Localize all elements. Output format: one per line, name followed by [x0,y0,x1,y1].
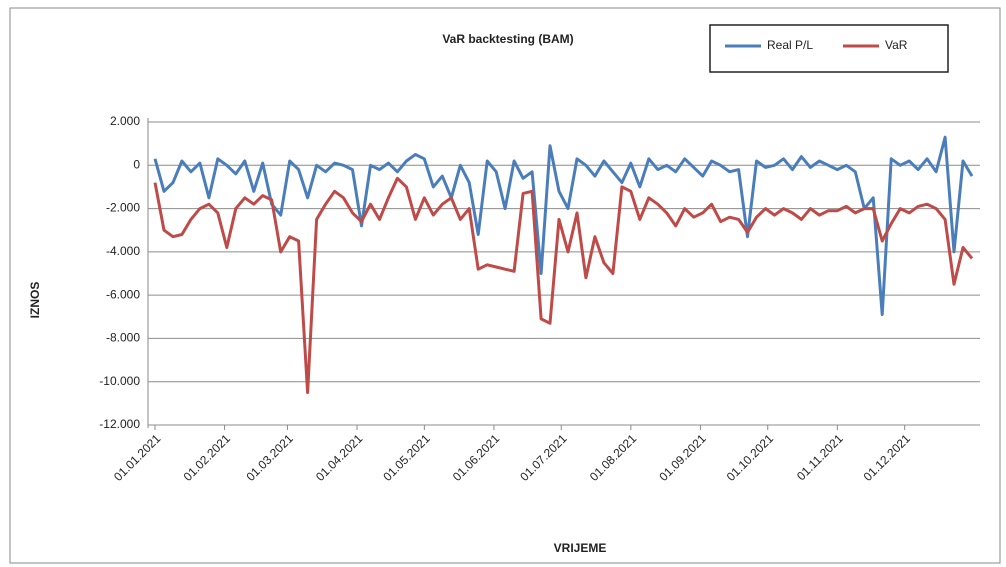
series-line [153,135,974,317]
chart-frame [9,7,1001,564]
series-line [153,176,974,394]
legend-label: VaR [885,38,908,52]
y-tick-label: -12.000 [99,417,140,431]
y-tick-label: -2.000 [106,201,140,215]
y-tick-label: 0 [133,157,140,171]
y-tick-label: -8.000 [106,331,140,345]
y-axis-title: IZNOS [28,282,42,319]
chart-title: VaR backtesting (BAM) [442,32,573,46]
y-tick-label: -4.000 [106,244,140,258]
legend-label: Real P/L [767,38,813,52]
y-tick-label: 2.000 [110,114,140,128]
y-tick-label: -6.000 [106,287,140,301]
y-tick-label: -10.000 [99,374,140,388]
legend-box [709,24,949,73]
x-axis-title: VRIJEME [554,541,607,555]
